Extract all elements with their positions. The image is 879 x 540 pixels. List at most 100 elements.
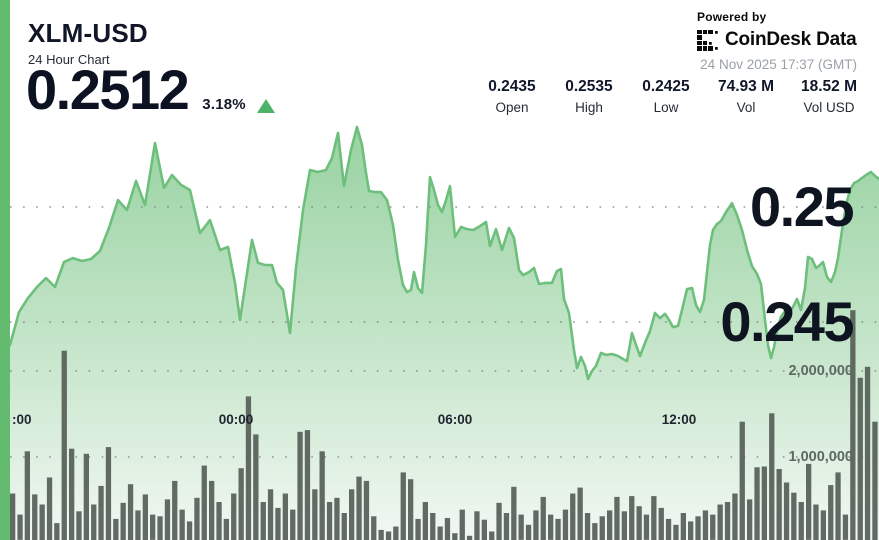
volume-bar (732, 493, 738, 540)
volume-bar (607, 510, 613, 540)
volume-bar (548, 514, 554, 540)
volume-bar (113, 518, 119, 540)
change-percent: 3.18% (202, 96, 246, 113)
volume-bar (275, 507, 281, 540)
volume-bar (201, 465, 207, 540)
stats-row: 0.2435 Open 0.2535 High 0.2425 Low 74.93… (487, 78, 857, 115)
volume-bar (238, 468, 244, 540)
volume-bar (356, 476, 362, 540)
stat-high-value: 0.2535 (565, 78, 613, 95)
volume-bar (91, 504, 97, 540)
volume-bar (422, 502, 428, 540)
volume-bar (304, 430, 311, 540)
volume-bar (828, 485, 834, 540)
volume-bar (452, 533, 458, 540)
volume-bar (223, 518, 229, 540)
stat-vol-usd-label: Vol USD (803, 100, 855, 115)
chart-subtitle: 24 Hour Chart (28, 52, 110, 67)
volume-bar (378, 529, 384, 540)
volume-bar (245, 396, 252, 540)
volume-bar (769, 413, 775, 540)
brand-name: CoinDesk Data (725, 29, 857, 50)
volume-bar (864, 366, 871, 540)
powered-by-label: Powered by (697, 10, 767, 24)
stat-low-label: Low (653, 100, 679, 115)
volume-bar (466, 535, 473, 540)
stat-vol-usd-value: 18.52 M (800, 78, 857, 95)
volume-bar (98, 485, 104, 540)
volume-bar (474, 511, 480, 540)
volume-bar (231, 493, 237, 540)
price-line (8, 125, 879, 381)
volume-bar (179, 509, 185, 540)
volume-bar (120, 502, 126, 540)
stat-open-value: 0.2435 (488, 78, 536, 95)
stat-low-value: 0.2425 (642, 78, 690, 95)
accent-left-bar (0, 0, 10, 540)
volume-bar (592, 523, 598, 540)
volume-bar (798, 502, 804, 540)
volume-bar (636, 506, 642, 540)
stat-open: 0.2435 Open (487, 78, 537, 115)
volume-bar (260, 502, 266, 540)
volume-bar (570, 493, 576, 540)
volume-bar (724, 502, 731, 540)
volume-bar (857, 377, 863, 540)
volume-bar (806, 463, 812, 540)
volume-bar (216, 502, 222, 540)
volume-bar (540, 496, 546, 540)
volume-bar (437, 526, 443, 540)
volume-bar (297, 431, 303, 540)
volume-bar (872, 421, 878, 540)
volume-bar (555, 518, 561, 540)
volume-bar (710, 514, 716, 540)
volume-bar (481, 519, 487, 540)
volume-bar (150, 514, 156, 540)
volume-bar (393, 526, 399, 540)
volume-bar (334, 497, 340, 540)
volume-bar (253, 434, 259, 540)
stat-vol-usd: 18.52 M Vol USD (801, 78, 857, 115)
volume-bar (518, 514, 524, 540)
volume-bar (83, 453, 89, 540)
stat-high: 0.2535 High (564, 78, 614, 115)
volume-bar (282, 493, 288, 540)
volume-bar (157, 516, 163, 540)
volume-bar (267, 489, 274, 540)
stat-vol-value: 74.93 M (717, 78, 774, 95)
volume-bar (680, 513, 686, 540)
volume-bar (791, 492, 797, 540)
timestamp: 24 Nov 2025 17:37 (GMT) (700, 57, 857, 72)
volume-bar (776, 469, 782, 540)
volume-bar (702, 510, 709, 540)
volume-bar (835, 472, 841, 540)
volume-bar (459, 509, 465, 540)
volume-bar (24, 451, 30, 540)
volume-bar (621, 511, 627, 540)
volume-bar (444, 518, 451, 540)
stat-vol-label: Vol (736, 100, 756, 115)
volume-bar (673, 524, 679, 540)
volume-bar (599, 516, 605, 540)
volume-bar (194, 497, 200, 540)
volume-bar (69, 448, 75, 540)
stat-low: 0.2425 Low (641, 78, 691, 115)
volume-bar (105, 447, 112, 540)
volume-bar (525, 524, 532, 540)
volume-bar (739, 421, 745, 540)
volume-bar (385, 531, 392, 540)
volume-bar (61, 350, 67, 540)
volume-bar (695, 516, 701, 540)
volume-bar (562, 509, 569, 540)
volume-bar (135, 510, 141, 540)
volume-bar (533, 510, 539, 540)
volume-bar (415, 518, 421, 540)
volume-bar (489, 531, 495, 540)
volume-bar (164, 499, 171, 540)
volume-bar (349, 489, 355, 540)
volume-bar (408, 479, 414, 540)
volume-bar (172, 480, 178, 540)
volume-bar (820, 510, 826, 540)
